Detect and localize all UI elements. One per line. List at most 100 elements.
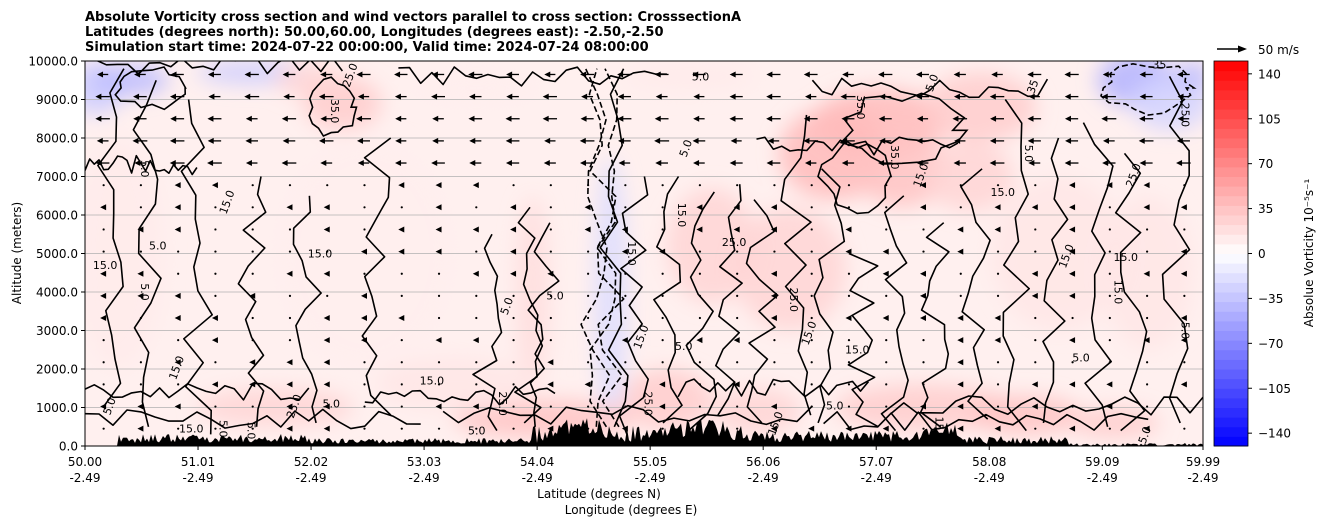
contour-line bbox=[95, 61, 344, 75]
wind-vector-head bbox=[696, 337, 703, 344]
wind-vector bbox=[1139, 115, 1154, 122]
contour-label: 15.0 bbox=[675, 203, 688, 228]
wind-vector-dot bbox=[773, 184, 776, 187]
wind-vector bbox=[133, 93, 147, 100]
wind-vector bbox=[698, 316, 702, 320]
wind-vector bbox=[698, 294, 702, 297]
wind-vector-head bbox=[211, 314, 218, 321]
wind-vector-dot bbox=[437, 272, 441, 275]
wind-vector bbox=[766, 115, 781, 122]
wind-vector bbox=[773, 184, 776, 187]
wind-vector bbox=[810, 250, 813, 253]
wind-vector bbox=[251, 427, 254, 430]
wind-vector bbox=[587, 184, 590, 187]
wind-vector bbox=[1108, 316, 1111, 320]
wind-vector-head bbox=[845, 425, 852, 432]
wind-vector-head bbox=[953, 160, 960, 167]
wind-vector bbox=[549, 228, 552, 231]
x-tick-label-lat: 54.04 bbox=[520, 455, 554, 469]
wind-vector bbox=[1108, 272, 1111, 275]
wind-vector bbox=[621, 425, 628, 432]
wind-vector-dot bbox=[1146, 228, 1149, 231]
wind-vector bbox=[659, 403, 666, 410]
wind-vector-head bbox=[1139, 115, 1146, 122]
wind-vector bbox=[512, 294, 515, 297]
wind-vector bbox=[510, 226, 517, 233]
wind-vector-head bbox=[286, 403, 293, 410]
wind-vector-dot bbox=[736, 427, 739, 430]
wind-vector bbox=[922, 339, 925, 342]
wind-vector-head bbox=[1064, 93, 1071, 100]
wind-vector bbox=[432, 137, 444, 144]
wind-vector-head bbox=[882, 248, 889, 255]
wind-vector-dot bbox=[736, 272, 739, 275]
wind-vector-head bbox=[1180, 204, 1187, 211]
wind-vector bbox=[102, 383, 105, 386]
wind-vector-dot bbox=[885, 206, 888, 209]
wind-vector bbox=[139, 184, 142, 187]
wind-vector bbox=[696, 204, 703, 211]
contour-label: 5.0 bbox=[138, 283, 151, 301]
x-tick-label-lon: -2.49 bbox=[861, 471, 892, 485]
wind-vector-dot bbox=[1108, 427, 1111, 430]
wind-vector-dot bbox=[139, 316, 142, 320]
wind-vector-head bbox=[137, 226, 144, 233]
wind-vector-head bbox=[468, 115, 475, 122]
wind-vector-head bbox=[170, 115, 177, 122]
wind-vector-head bbox=[398, 314, 405, 321]
wind-vector bbox=[922, 361, 925, 364]
wind-vector bbox=[95, 115, 110, 122]
wind-vector bbox=[1183, 294, 1186, 297]
wind-vector-head bbox=[1101, 115, 1108, 122]
wind-vector bbox=[920, 182, 926, 189]
wind-vector-head bbox=[696, 226, 703, 233]
wind-vector bbox=[245, 137, 258, 144]
wind-vector-head bbox=[174, 226, 181, 233]
wind-vector bbox=[994, 337, 1001, 344]
wind-vector bbox=[1034, 427, 1037, 430]
wind-vector bbox=[1108, 228, 1111, 231]
colorbar-tick-label: −140 bbox=[1258, 427, 1291, 441]
wind-vector bbox=[323, 204, 330, 211]
contour-label: 25.0 bbox=[787, 287, 800, 312]
wind-vector bbox=[1102, 137, 1115, 144]
wind-vector-head bbox=[808, 425, 815, 432]
wind-vector bbox=[1069, 182, 1076, 189]
wind-vector bbox=[952, 115, 968, 122]
wind-vector-head bbox=[361, 292, 367, 299]
wind-vector bbox=[1180, 381, 1187, 388]
wind-vector bbox=[1069, 204, 1076, 211]
wind-vector-head bbox=[323, 270, 330, 277]
wind-vector bbox=[847, 206, 851, 209]
wind-vector-head bbox=[174, 403, 181, 410]
wind-vector bbox=[472, 226, 479, 233]
wind-vector bbox=[139, 361, 142, 364]
wind-vector-head bbox=[1031, 204, 1038, 211]
wind-vector bbox=[698, 383, 702, 386]
wind-vector bbox=[1101, 93, 1116, 100]
wind-vector-head bbox=[174, 314, 181, 321]
y-tick-label: 9000.0 bbox=[36, 93, 78, 107]
wind-vector-head bbox=[323, 226, 330, 233]
wind-vector bbox=[363, 427, 366, 430]
wind-vector-dot bbox=[773, 339, 776, 342]
wind-vector-head bbox=[134, 71, 141, 78]
colorbar-band bbox=[1214, 272, 1248, 283]
wind-vector-dot bbox=[885, 383, 888, 386]
wind-vector-dot bbox=[773, 361, 776, 364]
wind-vector-head bbox=[547, 425, 554, 432]
wind-vector-head bbox=[100, 403, 107, 410]
wind-vector bbox=[177, 272, 180, 275]
wind-vector-dot bbox=[661, 316, 664, 320]
wind-vector-dot bbox=[661, 339, 664, 342]
wind-vector-head bbox=[282, 71, 289, 78]
wind-vector bbox=[624, 316, 627, 320]
wind-vector bbox=[472, 337, 479, 344]
wind-vector bbox=[512, 316, 515, 320]
vorticity-patch bbox=[622, 369, 712, 431]
wind-vector-dot bbox=[177, 339, 180, 342]
wind-vector bbox=[363, 272, 366, 275]
wind-vector bbox=[505, 137, 520, 144]
wind-vector-dot bbox=[1034, 361, 1037, 364]
wind-vector-head bbox=[323, 204, 330, 211]
